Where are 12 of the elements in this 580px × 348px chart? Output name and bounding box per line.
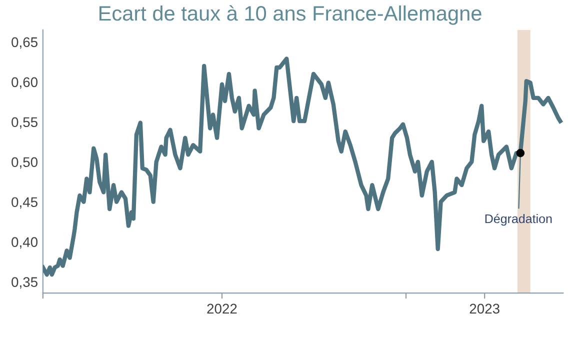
y-tick-label: 0,45 bbox=[12, 197, 38, 209]
line-series bbox=[42, 56, 562, 277]
y-tick-label: 0,35 bbox=[12, 277, 38, 289]
y-tick-label: 0,65 bbox=[12, 37, 38, 49]
y-tick-label: 0,50 bbox=[12, 157, 38, 169]
x-tick-label: 2022 bbox=[207, 304, 237, 314]
y-tick-label: 0,55 bbox=[12, 117, 38, 129]
annotation: Dégradation bbox=[485, 214, 552, 226]
y-tick-label: 0,60 bbox=[12, 77, 38, 89]
x-tick-label: 2023 bbox=[470, 304, 500, 314]
chart-title: Ecart de taux à 10 ans France-Allemagne bbox=[99, 5, 482, 25]
y-tick-label: 0,40 bbox=[12, 237, 38, 249]
